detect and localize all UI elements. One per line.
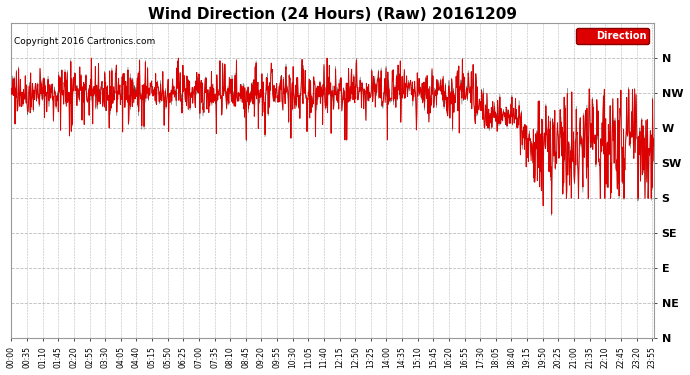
Text: Copyright 2016 Cartronics.com: Copyright 2016 Cartronics.com bbox=[14, 38, 155, 46]
Legend: Direction: Direction bbox=[576, 28, 649, 44]
Title: Wind Direction (24 Hours) (Raw) 20161209: Wind Direction (24 Hours) (Raw) 20161209 bbox=[148, 7, 518, 22]
